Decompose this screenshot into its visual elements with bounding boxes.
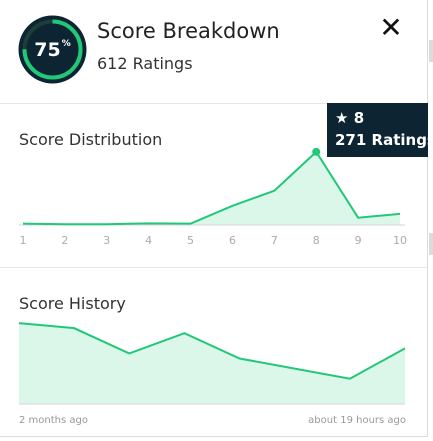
score-ring-progress (22, 19, 83, 80)
close-icon: ✕ (379, 11, 403, 44)
distribution-tick-label: 9 (355, 234, 362, 247)
score-distribution-title: Score Distribution (19, 130, 163, 149)
score-history-chart (18, 322, 406, 405)
distribution-tick-label: 6 (229, 234, 236, 247)
distribution-tick-label: 7 (271, 234, 278, 247)
score-value: 75% (18, 15, 87, 84)
score-history-section: Score History (0, 268, 428, 436)
distribution-highlight-point (312, 147, 321, 156)
star-icon: ★ (335, 109, 349, 127)
panel-header: 75% Score Breakdown 612 Ratings ✕ (0, 0, 428, 104)
history-line (18, 322, 406, 380)
distribution-line (22, 150, 401, 226)
history-area (19, 323, 405, 404)
score-ring (18, 15, 87, 84)
score-breakdown-panel: 75% Score Breakdown 612 Ratings ✕ Score … (0, 0, 428, 437)
panel-title: Score Breakdown (97, 19, 280, 43)
score-distribution-chart: 1 2 3 4 5 6 7 8 9 10 (19, 147, 407, 247)
distribution-tick-label: 3 (103, 234, 110, 247)
history-end-label: about 19 hours ago (308, 415, 406, 426)
score-unit: % (61, 38, 71, 49)
score-number: 75 (34, 38, 61, 61)
score-history-title: Score History (19, 294, 126, 313)
tooltip-score: 8 (353, 109, 365, 127)
tooltip-ratings: 271 Ratings (335, 131, 433, 149)
score-distribution-section: Score Distribution 1 2 3 4 5 6 7 8 9 10 (0, 104, 428, 268)
scrollbar-fragment (429, 40, 433, 62)
distribution-tick-label: 4 (145, 234, 152, 247)
close-button[interactable]: ✕ (376, 14, 406, 42)
distribution-tick-label: 5 (187, 234, 194, 247)
history-start-label: 2 months ago (19, 415, 88, 426)
scrollbar-fragment (429, 233, 433, 255)
distribution-tick-label: 8 (313, 234, 320, 247)
distribution-tick-label: 2 (61, 234, 68, 247)
distribution-tick-label: 10 (393, 234, 407, 247)
distribution-tooltip: ★ 8 271 Ratings (327, 103, 433, 157)
distribution-tick-label: 1 (20, 234, 27, 247)
distribution-area (23, 151, 400, 225)
ratings-count: 612 Ratings (97, 54, 193, 73)
